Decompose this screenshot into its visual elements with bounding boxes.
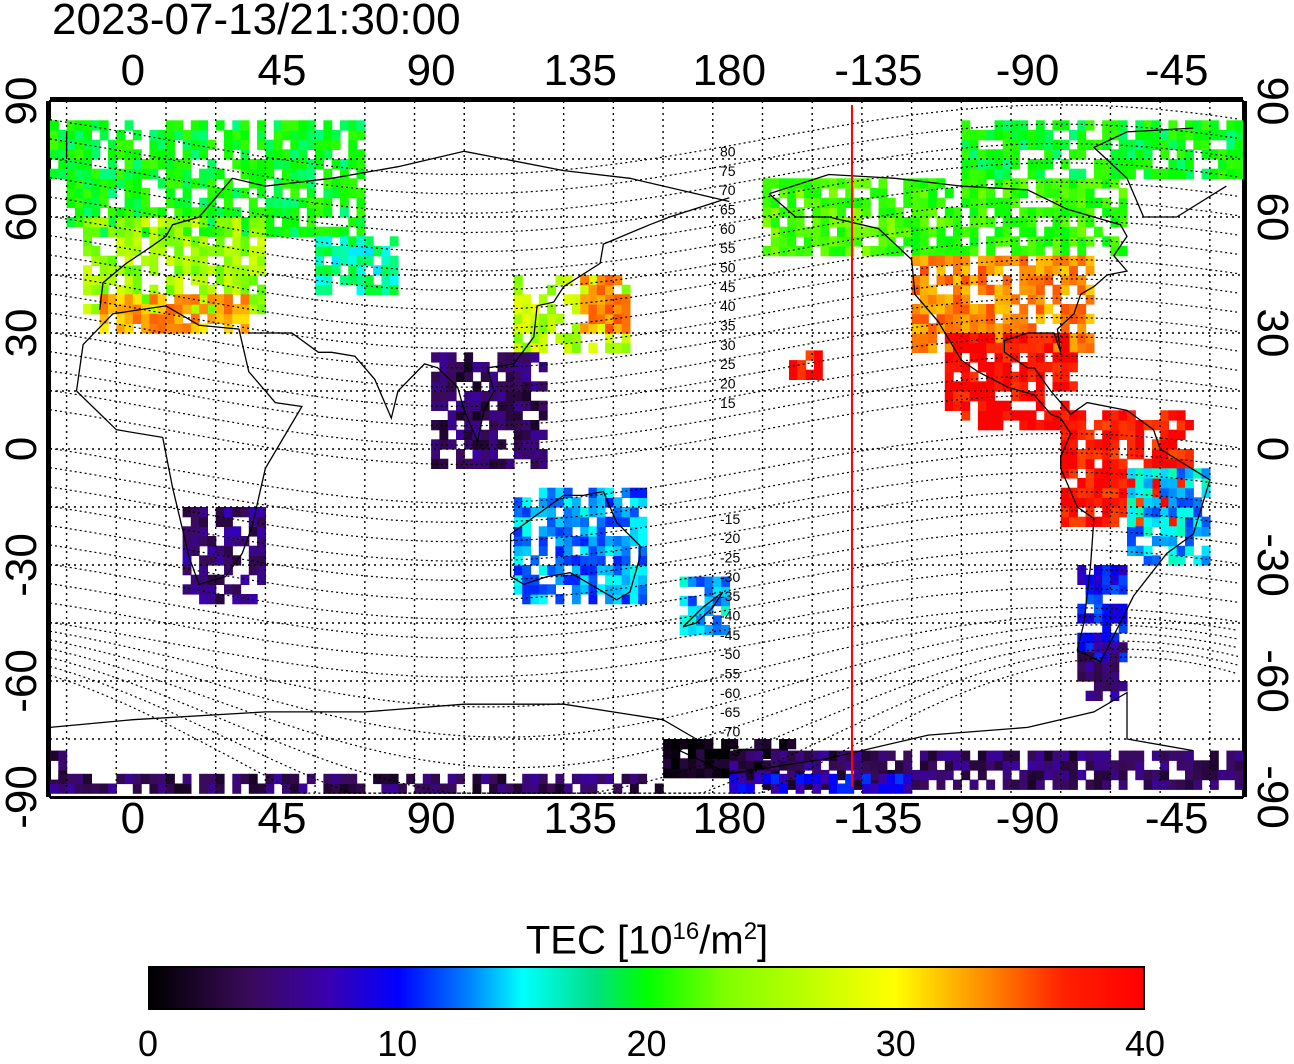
contour-label: 40 [720,298,736,314]
tec-region-southeast-asia [431,352,548,469]
tec-region-australia [513,487,648,605]
tec-region-africa-south [182,507,266,605]
tec-region-japan [580,275,631,334]
contour-label: -30 [720,569,740,585]
tec-region-mediterranean [99,294,250,334]
magnetic-latitude-contours [49,104,1239,794]
contour-label: 15 [720,395,736,411]
contour-label: -35 [720,588,740,604]
contour-label: -75 [720,743,740,759]
contour-label: -25 [720,550,740,566]
bottom-longitude-tick: 45 [257,794,307,843]
right-frame-bar [1243,101,1247,797]
tec-region-antarctica-coast [50,750,1244,790]
contour-label: -60 [720,685,740,701]
tec-region-central-america [944,333,1078,431]
contour-label: 30 [720,337,736,353]
coastline [65,127,1227,218]
coastline [768,173,1211,663]
colorbar-tick: 40 [1124,1023,1166,1064]
top-frame-bar [50,97,1243,101]
left-frame-bar [46,101,50,797]
colorbar-tick: 30 [875,1023,916,1064]
contour-label: 80 [720,144,736,160]
colorbar-tick: 0 [137,1023,159,1064]
bottom-longitude-tick: 180 [692,794,767,843]
top-longitude-tick: -135 [834,46,923,95]
contour-label: -45 [720,627,740,643]
contour-label: -65 [720,704,740,720]
tec-region-central-asia [315,236,399,295]
contour-label: 70 [720,182,736,198]
contour-label: 20 [720,376,736,392]
top-longitude-tick: -45 [1144,46,1209,95]
coastline [99,150,730,310]
top-longitude-tick: 135 [543,46,617,95]
tec-region-south-america-east [1127,468,1211,566]
bottom-longitude-tick: 90 [406,794,456,843]
tec-region-hawaii [789,350,823,380]
tec-data-layer [50,120,1244,794]
contour-label: 55 [720,240,736,256]
bottom-longitude-tick: -135 [834,794,923,843]
colorbar [148,966,1145,1010]
contour-label: 50 [720,260,736,276]
graticule [50,101,1243,797]
contour-label: 45 [720,279,736,295]
bottom-longitude-tick: 0 [120,794,146,843]
coastline [248,197,730,444]
top-longitude-tick: 180 [692,46,767,95]
top-longitude-tick: 0 [120,46,146,95]
bottom-longitude-tick: -45 [1144,794,1209,843]
coastline [682,591,724,628]
tec-map: 80 75 70 65 60 55 50 45 40 35 30 25 20 15 -15 -20 -25 -30… [46,97,1247,799]
bottom-longitude-tick: -90 [995,794,1060,843]
bottom-longitude-tick: 135 [543,794,617,843]
map-timestamp: 2023-07-13/21:30:00 [52,0,461,44]
contour-label: 65 [720,202,736,218]
contour-label: 75 [720,163,736,179]
coastline [49,691,1194,775]
colorbar-title: TEC [1016/m2] [525,918,769,963]
top-longitude-tick: -90 [995,46,1060,95]
contour-label: -50 [720,646,740,662]
tec-region-south-pacific-blue [729,773,913,794]
coastline [509,490,641,601]
tec-region-patagonia [1077,642,1128,701]
contour-label: -15 [720,511,740,527]
contour-label: -40 [720,608,740,624]
contour-label: 25 [720,356,736,372]
bottom-frame-bar [50,797,1243,799]
contour-label: 35 [720,318,736,334]
contour-label: 60 [720,221,736,237]
top-longitude-tick: 90 [406,46,456,95]
colorbar-tick: 20 [626,1023,667,1064]
contour-label: -70 [720,724,740,740]
coastlines [49,127,1227,775]
contour-label: -55 [720,666,740,682]
colorbar-tick: 10 [377,1023,418,1064]
tec-region-canada [895,178,1128,257]
coastline [75,305,303,586]
top-longitude-tick: 45 [257,46,307,95]
contour-labels: 80 75 70 65 60 55 50 45 40 35 30 25 20 15 -15 -20 -25 -30… [720,144,740,759]
tec-region-arctic [50,120,1244,179]
contour-label: -20 [720,530,740,546]
